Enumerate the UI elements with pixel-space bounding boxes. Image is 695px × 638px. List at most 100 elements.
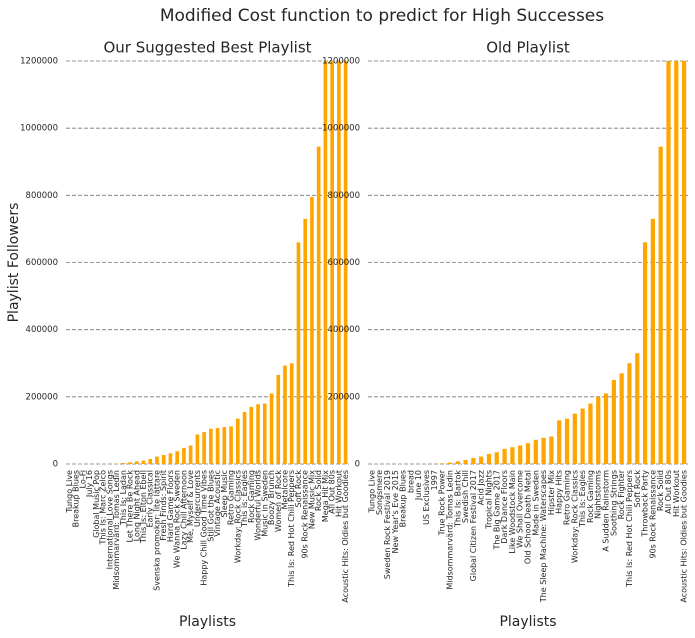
x-tick-label: Early Classical (146, 470, 155, 528)
y-tick-label: 200000 (328, 392, 360, 402)
bar (541, 437, 546, 464)
bar (611, 380, 616, 464)
x-tick-label: True Rock Power (438, 469, 447, 536)
x-tick-label: Metalcore (280, 470, 289, 509)
x-tick-label: Rock Gaming (586, 470, 595, 523)
bar (580, 408, 585, 464)
x-tick-label: US Exclusives (422, 470, 431, 525)
bar (494, 452, 499, 464)
x-tick-label: Like Woodstock Main (508, 470, 517, 554)
bar (440, 463, 445, 464)
bar (289, 363, 294, 464)
bar (168, 453, 173, 464)
x-tick-label: Lazy Chill Afternoon (179, 470, 188, 550)
x-tick-label: Hard Game Floors (166, 470, 175, 542)
x-axis-label: Playlists (179, 614, 236, 630)
x-tick-label: Undercurrents (193, 470, 202, 527)
bar (479, 456, 484, 464)
x-tick-label: This Is: Red Hot Chili Peppers (625, 470, 634, 588)
x-tick-label: Workday: Rock Classics (570, 470, 579, 563)
bar (681, 61, 687, 464)
bar (596, 396, 601, 464)
x-tick-label: Rock Gaming (247, 470, 256, 523)
x-tick-label: Wonderful Worlds (254, 470, 263, 540)
bar (236, 418, 240, 464)
x-tick-label: This Is: Marc Zelco (99, 470, 108, 546)
y-tick-label: 800000 (26, 191, 58, 201)
x-tick-label: Soothing Strings (609, 470, 618, 536)
x-tick-label: Breakup Blues (72, 470, 81, 527)
bar (283, 365, 287, 464)
x-tick-label: This Is: Elton Ebell (139, 470, 148, 544)
y-tick-label: 600000 (26, 258, 58, 268)
x-tick-label: Hipster Mix (547, 470, 556, 516)
x-tick-label: This is: Eagles (240, 470, 249, 528)
bar (303, 218, 308, 464)
x-tick-label: July 16 (85, 470, 94, 498)
x-tick-label: This Is: Bartok (453, 470, 462, 528)
bar (128, 462, 132, 464)
y-tick-label: 1000000 (20, 124, 58, 134)
bar (188, 445, 193, 464)
bar (502, 448, 507, 464)
x-tick-label: Svenska promokar: lite lättare (152, 470, 161, 591)
bar (276, 375, 281, 464)
bar (557, 420, 562, 464)
x-tick-label: Global Music Pop (92, 470, 101, 538)
x-tick-label: Tungo Live (65, 470, 74, 514)
bar (323, 61, 328, 464)
x-tick-label: Songsmere (375, 470, 384, 515)
x-tick-label: New Music Mix (307, 470, 316, 529)
bar (242, 411, 247, 464)
bar (658, 146, 663, 464)
bar (134, 461, 139, 464)
bar (603, 393, 609, 464)
x-tick-label: Rock Solid (314, 470, 323, 511)
bar (471, 457, 476, 464)
x-tick-label: 1997 (430, 470, 439, 490)
bar (195, 434, 200, 464)
bar (114, 463, 119, 464)
bar (296, 242, 301, 464)
x-tick-label: Retro Gaming (563, 470, 572, 525)
x-tick-label: Lo-Fi (78, 470, 87, 489)
x-tick-label: Rock Solid (656, 470, 665, 511)
x-tick-label: This Is: Ladan (119, 470, 128, 526)
bar (202, 432, 206, 464)
y-tick-label: 0 (355, 460, 360, 470)
bar (463, 459, 468, 464)
subplot-title: Our Suggested Best Playlist (103, 39, 311, 57)
x-tick-label: June 10 (414, 470, 423, 501)
x-axis-label: Playlists (499, 614, 556, 630)
y-tick-label: 600000 (328, 258, 360, 268)
x-tick-label: Let There Be Rock (126, 470, 135, 543)
bar (549, 436, 554, 464)
y-tick-label: 400000 (26, 325, 58, 335)
bar (337, 61, 341, 464)
bar (229, 426, 233, 464)
y-tick-label: 800000 (328, 191, 360, 201)
x-tick-label: Midsommarvärd: Tomas Ledin (445, 470, 454, 590)
x-tick-label: 90s Rock Renaissance (301, 470, 310, 559)
x-tick-label: Still Got the Blues (206, 470, 215, 542)
x-tick-label: Made in Sweden (531, 470, 540, 536)
x-tick-label: Mega Hit Mix (321, 470, 330, 522)
x-tick-label: This Is: Red Hot Chili Peppers (287, 470, 296, 588)
x-tick-label: Fresh Finds: Spirit (159, 470, 168, 541)
bar (533, 439, 538, 464)
x-tick-label: Throwback Party (641, 470, 650, 538)
bar (343, 61, 348, 464)
x-tick-label: Soft Rock (633, 470, 642, 508)
y-tick-label: 1200000 (322, 57, 360, 67)
x-tick-label: Happy Hits (555, 470, 564, 514)
bar (262, 403, 267, 464)
x-tick-label: Boozy Brunch (267, 470, 276, 525)
x-tick-label: The Big Game 2017 (492, 470, 501, 550)
x-tick-label: Nightstorms (594, 470, 603, 519)
y-tick-label: 400000 (328, 325, 360, 335)
bar (215, 428, 220, 464)
bar (310, 197, 314, 464)
bar (161, 454, 166, 464)
x-tick-label: All Out 80s (664, 470, 673, 514)
